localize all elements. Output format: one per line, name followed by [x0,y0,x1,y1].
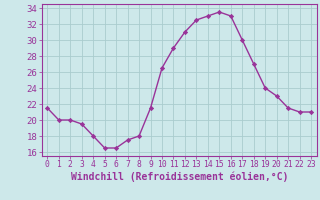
X-axis label: Windchill (Refroidissement éolien,°C): Windchill (Refroidissement éolien,°C) [70,172,288,182]
